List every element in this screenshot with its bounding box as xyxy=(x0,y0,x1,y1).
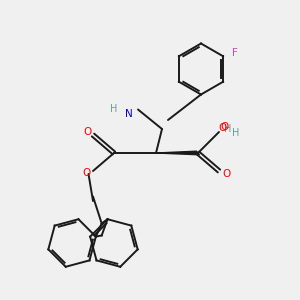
Text: H: H xyxy=(110,104,118,115)
Text: O: O xyxy=(220,122,229,133)
Text: H: H xyxy=(224,124,232,134)
Text: O: O xyxy=(222,169,231,179)
Text: F: F xyxy=(232,48,238,58)
Text: O: O xyxy=(218,123,227,134)
Text: O: O xyxy=(82,167,91,178)
Text: N: N xyxy=(125,109,133,119)
Text: H: H xyxy=(232,128,239,139)
Text: O: O xyxy=(83,127,91,137)
Polygon shape xyxy=(156,151,200,155)
